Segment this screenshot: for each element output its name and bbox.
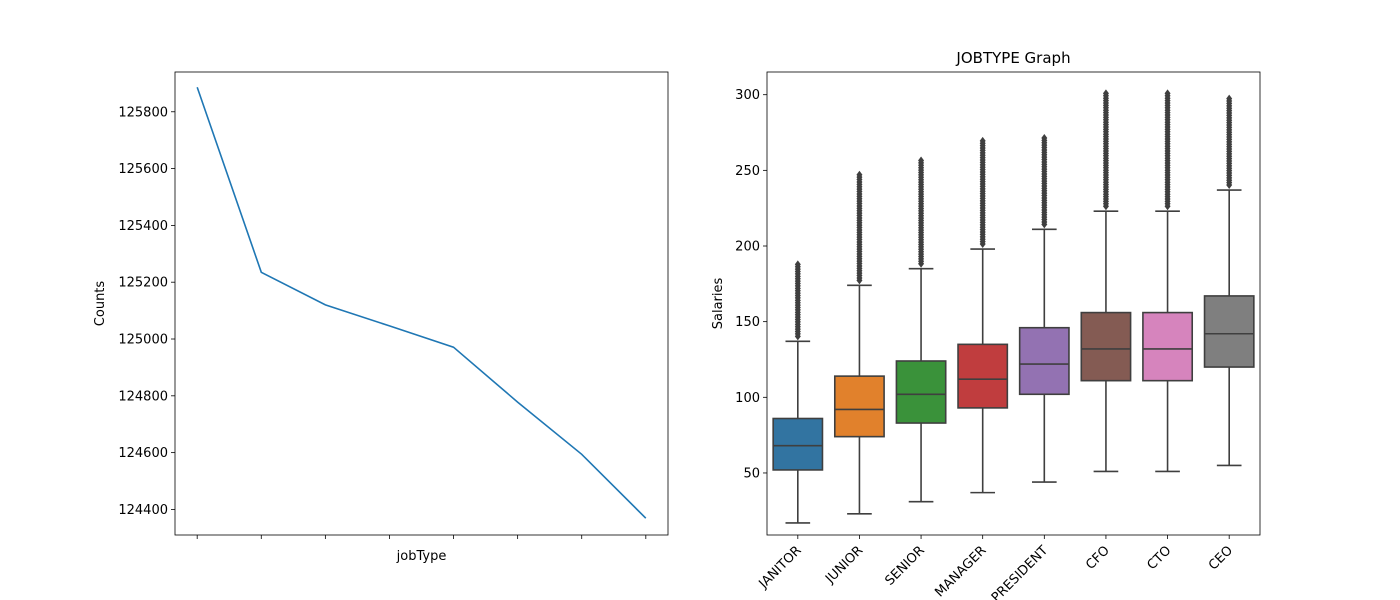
outlier-point — [979, 136, 986, 145]
line-chart: 124400 124600 124800 125000 125200 125400 1256… — [93, 71, 669, 564]
x-tick-label: MANAGER — [932, 543, 989, 600]
y-tick-label: 100 — [735, 391, 760, 406]
y-tick-label: 125000 — [118, 333, 168, 348]
x-axis-label: jobType — [396, 549, 447, 564]
box-ceo — [1203, 295, 1255, 368]
box-cto — [1142, 311, 1194, 382]
box-president — [1018, 326, 1070, 396]
outliers — [1041, 133, 1048, 229]
outliers — [918, 156, 925, 268]
outliers — [1226, 94, 1233, 190]
x-tick-label: CFO — [1083, 543, 1113, 573]
x-tick-label: CEO — [1206, 543, 1236, 573]
box-janitor — [772, 417, 824, 471]
y-tick-label: 250 — [735, 164, 760, 179]
box-senior — [895, 360, 947, 424]
y-axis-label: Salaries — [711, 278, 726, 330]
y-tick-label: 124600 — [118, 446, 168, 461]
box-junior — [833, 375, 885, 438]
x-tick-label: PRESIDENT — [989, 543, 1051, 600]
outlier-point — [918, 156, 925, 165]
outliers — [1102, 89, 1109, 211]
x-tick-label: SENIOR — [882, 543, 927, 588]
y-axis-label: Counts — [93, 281, 108, 327]
x-tick-label: CTO — [1145, 543, 1175, 573]
outlier-point — [1226, 94, 1233, 103]
y-tick-label: 124400 — [118, 503, 168, 518]
plot-frame — [174, 71, 669, 536]
outliers — [979, 136, 986, 249]
y-tick-label: 125800 — [118, 105, 168, 120]
x-tick-label: JANITOR — [756, 543, 805, 592]
outlier-point — [1164, 89, 1171, 98]
y-tick-label: 125200 — [118, 276, 168, 291]
x-tick-label: JUNIOR — [822, 543, 866, 587]
outlier-point — [794, 260, 801, 269]
box-manager — [957, 343, 1009, 409]
y-tick-label: 124800 — [118, 389, 168, 404]
y-tick-label: 125400 — [118, 219, 168, 234]
outlier-point — [1041, 133, 1048, 142]
counts-line — [196, 87, 647, 519]
outlier-point — [1102, 89, 1109, 98]
y-tick-label: 150 — [735, 315, 760, 330]
y-tick-label: 200 — [735, 240, 760, 255]
outliers — [856, 170, 863, 285]
y-tick-label: 50 — [743, 466, 760, 481]
box-cfo — [1080, 311, 1132, 382]
y-tick-label: 125600 — [118, 162, 168, 177]
outliers — [794, 260, 801, 341]
outliers — [1164, 89, 1171, 211]
chart-title: JOBTYPE Graph — [955, 49, 1070, 67]
y-tick-label: 300 — [735, 88, 760, 103]
plot-frame — [766, 71, 1261, 536]
box-chart: 50 100 150 200 250 300 JANITOR JUNIOR SENIOR MANA… — [711, 49, 1261, 600]
outlier-point — [856, 170, 863, 179]
